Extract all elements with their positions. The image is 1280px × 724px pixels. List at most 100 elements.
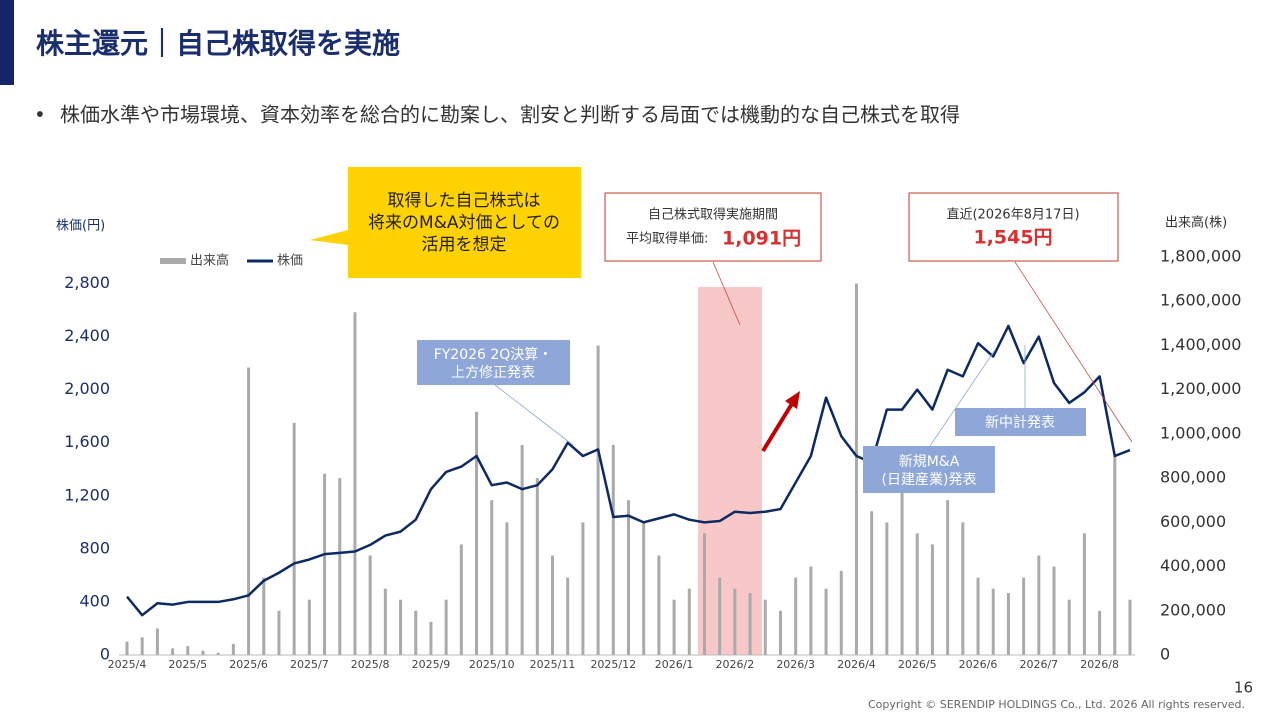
volume-bar	[794, 577, 798, 655]
period-text: 平均取得単価:	[626, 231, 708, 247]
volume-bar	[1082, 533, 1086, 655]
volume-bar	[718, 577, 722, 655]
volume-bar	[1006, 593, 1010, 655]
volume-bar	[444, 599, 448, 655]
period-text: 自己株式取得実施期間	[648, 207, 778, 223]
volume-bar	[1022, 577, 1026, 655]
volume-bar	[642, 522, 646, 655]
volume-bar	[885, 522, 889, 655]
page-number: 16	[1234, 679, 1253, 697]
volume-bar	[961, 522, 965, 655]
volume-bar	[459, 544, 463, 655]
x-tick-label: 2026/2	[716, 658, 755, 671]
volume-bar	[1098, 610, 1102, 655]
volume-bar	[824, 588, 828, 655]
tick-label: 0	[1160, 645, 1170, 664]
bullet-dot: •	[34, 103, 46, 127]
volume-bar	[596, 345, 600, 655]
x-tick-label: 2026/4	[837, 658, 876, 671]
volume-bar	[1113, 456, 1117, 655]
volume-bar	[247, 367, 251, 655]
legend-swatch	[160, 258, 186, 264]
title-stripe	[0, 0, 14, 85]
tick-label: 600,000	[1160, 512, 1226, 531]
x-tick-label: 2026/8	[1080, 658, 1119, 671]
callout-box	[955, 408, 1086, 436]
period-price: 1,091円	[722, 228, 801, 250]
x-tick-label: 2026/6	[959, 658, 998, 671]
note-text: 将来のM&A対価としての	[368, 213, 560, 233]
x-tick-label: 2025/5	[168, 658, 207, 671]
volume-bar	[778, 610, 782, 655]
price-line	[126, 324, 1131, 617]
volume-bar	[946, 500, 950, 655]
volume-bar	[505, 522, 509, 655]
volume-bar	[581, 522, 585, 655]
tick-label: 400,000	[1160, 556, 1226, 575]
volume-bar	[383, 588, 387, 655]
volume-bar	[1128, 599, 1132, 655]
volume-bar	[338, 478, 342, 655]
plot: 0 400 800 1,200 1,600 2,000 2,400 2,800 0 200,000…	[64, 247, 1241, 672]
volume-bar	[854, 283, 858, 655]
tick-label: 2,400	[64, 326, 110, 345]
tick-label: 2,800	[64, 273, 110, 292]
callout-text: 新中計発表	[985, 415, 1055, 431]
slide-title: 株主還元｜自己株取得を実施	[36, 27, 400, 60]
volume-bar	[535, 478, 539, 655]
volume-bar	[733, 588, 737, 655]
latest-price: 1,545円	[973, 227, 1052, 249]
period-box	[604, 192, 822, 262]
volume-bar	[292, 422, 296, 655]
x-tick-label: 2026/7	[1019, 658, 1058, 671]
volume-bar	[1052, 566, 1056, 655]
volume-bar	[429, 621, 433, 655]
buyback-period	[698, 287, 762, 655]
volume-bar	[368, 555, 372, 655]
volume-bar	[490, 500, 494, 655]
volume-bar	[323, 473, 327, 655]
volume-bar	[414, 610, 418, 655]
volume-bar	[1067, 599, 1071, 655]
tick-label: 1,800,000	[1160, 247, 1241, 266]
volume-bar	[201, 650, 205, 655]
callout-text: 新規M&A	[899, 454, 960, 470]
volume-bar	[155, 628, 159, 655]
volume-bar	[125, 641, 129, 655]
volume-bar	[140, 637, 144, 655]
note-text: 取得した自己株式は	[388, 191, 541, 211]
legend-label: 株価	[277, 254, 303, 269]
tick-label: 1,600	[64, 432, 110, 451]
x-tick-label: 2026/1	[655, 658, 694, 671]
note-box	[310, 167, 581, 278]
legend-label: 出来高	[190, 253, 229, 269]
y-axis-label: 株価(円)	[56, 219, 105, 234]
note-text: 活用を想定	[422, 235, 507, 255]
volume-bar	[171, 648, 175, 655]
volume-bar	[809, 566, 813, 655]
volume-bar	[216, 652, 220, 655]
x-tick-label: 2025/11	[530, 658, 576, 671]
tick-label: 400	[79, 591, 110, 610]
volume-bar	[520, 444, 524, 655]
x-tick-label: 2025/6	[229, 658, 268, 671]
tick-label: 1,400,000	[1160, 335, 1241, 354]
volume-bar	[976, 577, 980, 655]
volume-bar	[353, 312, 357, 655]
volume-bar	[307, 599, 311, 655]
callout-line	[494, 384, 574, 446]
volume-bar	[687, 588, 691, 655]
tick-label: 800,000	[1160, 468, 1226, 487]
y2-axis-label: 出来高(株)	[1165, 215, 1227, 231]
x-tick-label: 2025/7	[290, 658, 329, 671]
tick-label: 1,000,000	[1160, 423, 1241, 442]
callout-text: 上方修正発表	[451, 365, 535, 381]
x-tick-label: 2025/9	[412, 658, 451, 671]
tick-label: 1,600,000	[1160, 291, 1241, 310]
volume-bar	[277, 610, 281, 655]
callout-text: (日建産業)発表	[882, 472, 977, 488]
volume-bar	[991, 588, 995, 655]
latest-box	[908, 192, 1119, 262]
volume-bar	[475, 411, 479, 655]
